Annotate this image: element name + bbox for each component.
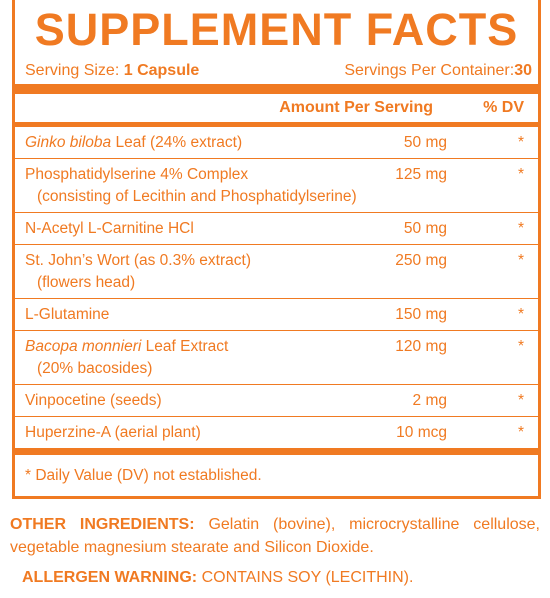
ingredient-name: N-Acetyl L-Carnitine HCl: [15, 218, 375, 240]
amount: 125 mg: [395, 166, 447, 183]
ingredient-row: L-Glutamine 150 mg *: [15, 299, 538, 331]
daily-value: *: [517, 134, 524, 151]
ingredient-name-text: St. John’s Wort (as 0.3% extract): [25, 252, 251, 269]
amount: 250 mg: [395, 252, 447, 269]
ingredient-row: Phosphatidylserine 4% Complex (consisting…: [15, 159, 538, 213]
label: OTHER INGREDIENTS:: [10, 516, 195, 533]
amount: 50 mg: [403, 134, 447, 151]
daily-value: *: [517, 424, 524, 441]
daily-value: *: [517, 252, 524, 269]
text: Gelatin (bovine), microcrystalline cellu…: [10, 516, 540, 556]
ingredient-name: St. John’s Wort (as 0.3% extract) (flower…: [15, 250, 375, 294]
column-dv: % DV: [483, 99, 524, 116]
supplement-facts-panel: SUPPLEMENT FACTS Serving Size: 1 Capsule…: [12, 0, 541, 499]
ingredient-name-text: Leaf Extract: [145, 338, 229, 355]
column-header: Amount Per Serving % DV: [15, 94, 538, 127]
ingredient-name: Vinpocetine (seeds): [15, 390, 375, 412]
amount: 10 mcg: [396, 424, 447, 441]
ingredient-name: L-Glutamine: [15, 304, 375, 326]
serving-size: Serving Size: 1 Capsule: [25, 62, 199, 80]
ingredient-row: Huperzine-A (aerial plant) 10 mcg *: [15, 417, 538, 448]
daily-value: *: [517, 220, 524, 237]
ingredient-name-text: Phosphatidylserine 4% Complex: [25, 166, 249, 183]
amount: 120 mg: [395, 338, 447, 355]
ingredient-name-italic: Bacopa monnieri: [25, 338, 142, 355]
daily-value: *: [517, 338, 524, 355]
column-amount: Amount Per Serving: [279, 99, 433, 116]
ingredient-name-text: Vinpocetine (seeds): [25, 392, 162, 409]
other-ingredients: OTHER INGREDIENTS: Gelatin (bovine), mic…: [10, 513, 540, 559]
label: ALLERGEN WARNING:: [22, 569, 198, 586]
ingredient-rows: Ginko biloba Leaf (24% extract) 50 mg * Pho…: [15, 127, 538, 455]
ingredient-name-text: N-Acetyl L-Carnitine HCl: [25, 220, 194, 237]
ingredient-name-text: L-Glutamine: [25, 306, 110, 323]
title: SUPPLEMENT FACTS: [34, 4, 519, 55]
text: CONTAINS SOY (LECITHIN).: [201, 569, 414, 586]
ingredient-row: St. John’s Wort (as 0.3% extract) (flower…: [15, 245, 538, 299]
ingredient-name: Phosphatidylserine 4% Complex (consisting…: [15, 164, 375, 208]
value: 30: [514, 62, 532, 79]
ingredient-name: Huperzine-A (aerial plant): [15, 422, 375, 444]
amount: 50 mg: [403, 220, 447, 237]
daily-value: *: [517, 166, 524, 183]
daily-value: *: [517, 392, 524, 409]
amount: 150 mg: [395, 306, 447, 323]
ingredient-row: Vinpocetine (seeds) 2 mg *: [15, 385, 538, 417]
servings-per-container: Servings Per Container:30: [344, 62, 532, 80]
ingredient-name: Bacopa monnieri Leaf Extract (20% bacosid…: [15, 336, 375, 380]
ingredient-name-text: Leaf (24% extract): [115, 134, 243, 151]
daily-value: *: [517, 306, 524, 323]
label: Serving Size:: [25, 62, 120, 79]
ingredient-row: N-Acetyl L-Carnitine HCl 50 mg *: [15, 213, 538, 245]
ingredient-name: Ginko biloba Leaf (24% extract): [15, 132, 375, 154]
label: Servings Per Container:: [344, 62, 515, 79]
ingredient-row: Ginko biloba Leaf (24% extract) 50 mg *: [15, 127, 538, 159]
amount: 2 mg: [412, 392, 447, 409]
ingredient-row: Bacopa monnieri Leaf Extract (20% bacosid…: [15, 331, 538, 385]
ingredient-note: (flowers head): [37, 274, 136, 291]
allergen-warning: ALLERGEN WARNING: CONTAINS SOY (LECITHIN…: [22, 569, 413, 587]
ingredient-note: (consisting of Lecithin and Phosphatidyl…: [37, 188, 357, 205]
serving-info: Serving Size: 1 Capsule Servings Per Con…: [15, 56, 538, 94]
ingredient-name-italic: Ginko biloba: [25, 134, 112, 151]
value: 1 Capsule: [123, 62, 200, 79]
footnote: * Daily Value (DV) not established.: [25, 467, 262, 484]
ingredient-note: (20% bacosides): [37, 360, 153, 377]
ingredient-name-text: Huperzine-A (aerial plant): [25, 424, 201, 441]
